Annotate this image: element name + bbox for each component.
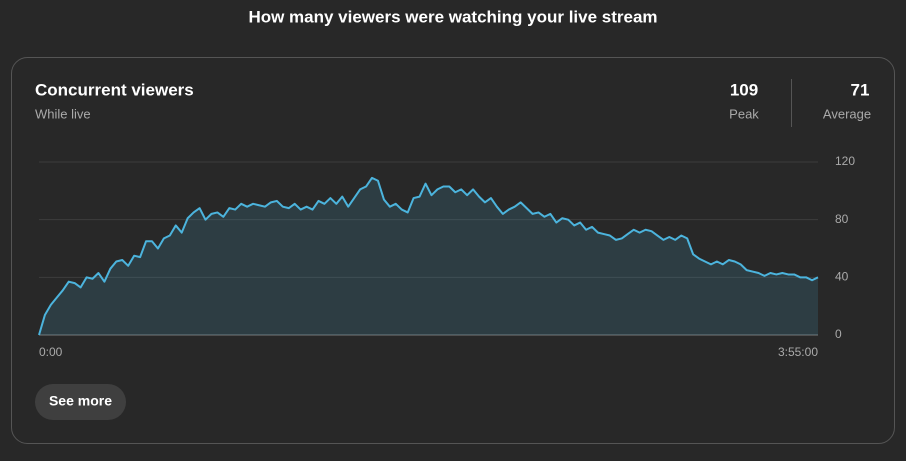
stat-value: 71 [851,80,870,99]
button-label[interactable]: See more [49,393,112,409]
line [38,176,819,336]
stat-label: Peak [729,106,759,121]
card-title: Concurrent viewers [35,80,194,99]
page-title: How many viewers were watching your live… [248,7,657,26]
card [11,57,895,444]
see-more-button[interactable]: See more [35,384,126,420]
y-tick-label: 120 [835,154,855,168]
y-tick-label: 0 [835,327,842,341]
x-tick-label: 3:55:00 [778,345,818,359]
card-subtitle: While live [35,106,91,121]
chart: 0 40 80 120 0:00 3:55:00 [38,154,855,359]
y-tick-label: 40 [835,270,849,284]
area-fill [39,177,818,335]
stat-value: 109 [730,80,758,99]
y-tick-label: 80 [835,212,849,226]
button-bg[interactable] [35,384,126,420]
x-tick-label: 0:00 [39,345,63,359]
stat-label: Average [823,106,871,121]
